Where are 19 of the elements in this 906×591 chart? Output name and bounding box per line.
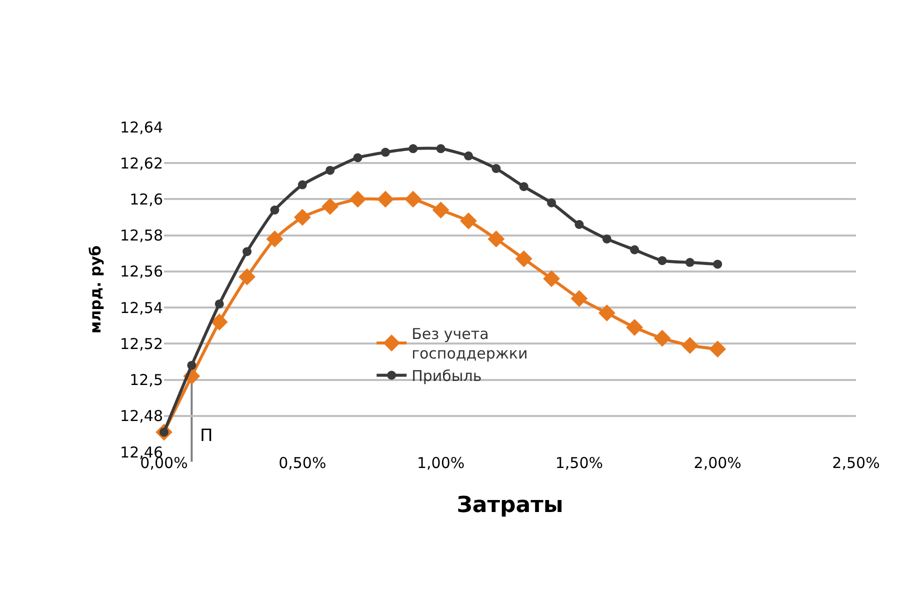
y-axis-title: млрд. руб [86,245,104,334]
y-tick-label: 12,5 [130,371,163,390]
y-tick-label: 12,52 [120,334,163,353]
ref-line-label: П [200,426,213,446]
x-tick-label: 2,00% [694,454,742,472]
y-tick-label: 12,64 [120,118,163,136]
y-tick-label: 12,54 [120,298,163,317]
y-tick-label: 12,6 [130,190,163,208]
y-tick-label: 12,48 [120,407,163,426]
x-tick-label: 1,50% [555,454,604,472]
legend-label: Прибыль [412,367,482,386]
y-tick-label: 12,56 [120,262,163,281]
x-tick-label: 0,50% [278,454,326,472]
y-tick-label: 12,62 [120,154,163,172]
x-tick-label: 1,00% [416,454,465,472]
x-axis-title: Затраты [456,492,564,518]
legend-label: Без учета господдержки [412,325,528,363]
x-tick-label: 2,50% [832,454,880,472]
y-tick-label: 12,58 [120,226,163,245]
